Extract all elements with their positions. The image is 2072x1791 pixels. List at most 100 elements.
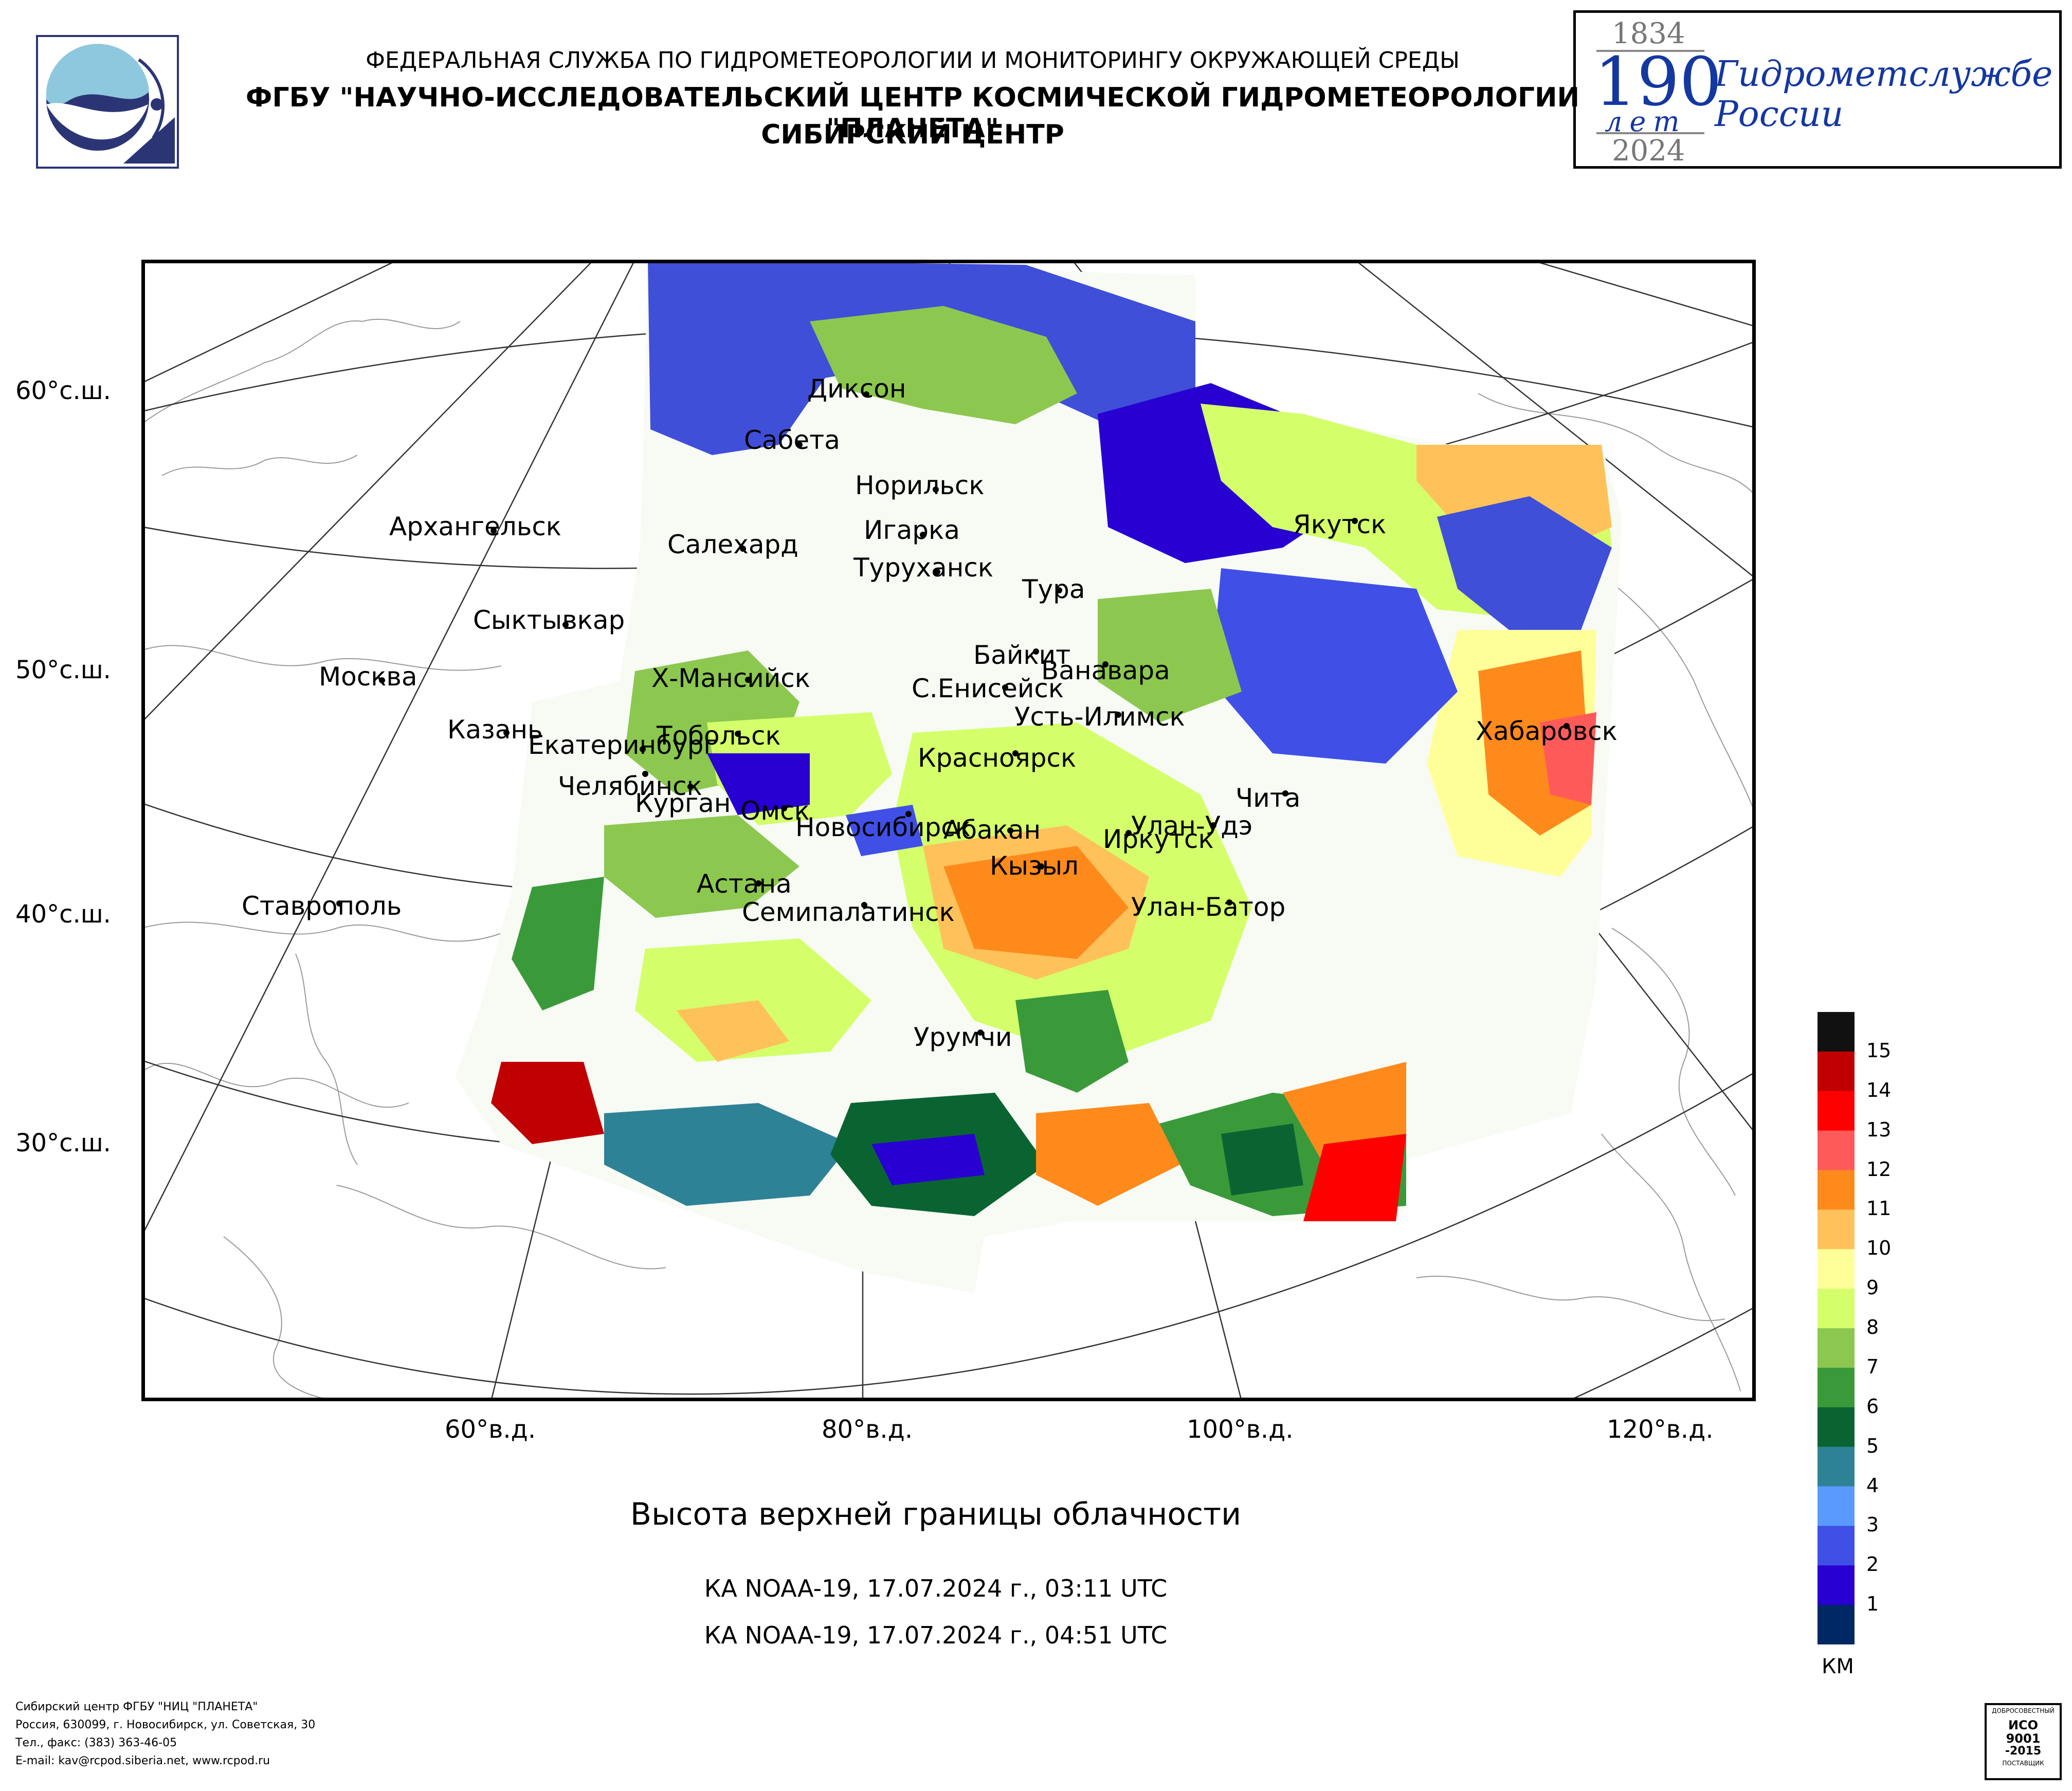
city-label-irkutsk: Иркутск — [1103, 824, 1214, 854]
lon-label-100: 100°в.д. — [1187, 1415, 1294, 1444]
jubilee-text-1: Гидрометслужбе — [1715, 54, 2053, 95]
city-label-s-yeniseysk: С.Енисейск — [912, 674, 1064, 703]
lon-label-120: 120°в.д. — [1607, 1415, 1714, 1444]
city-label-tobolsk: Тобольск — [657, 721, 781, 751]
city-label-ulan-bator: Улан-Батор — [1131, 892, 1286, 922]
legend-label: 11 — [1866, 1197, 1892, 1220]
city-label-tura: Тура — [1022, 574, 1085, 604]
city-label-urumqi: Урумчи — [914, 1022, 1012, 1052]
footer-address: Россия, 630099, г. Новосибирск, ул. Сове… — [15, 1718, 316, 1731]
cloud-swath — [455, 260, 1622, 1293]
legend-swatch — [1817, 1605, 1855, 1645]
city-label-kyzyl: Кызыл — [990, 851, 1079, 881]
city-label-moscow: Москва — [319, 662, 417, 692]
legend-label: 13 — [1866, 1118, 1892, 1141]
header-institute: ФГБУ "НАУЧНО-ИССЛЕДОВАТЕЛЬСКИЙ ЦЕНТР КОС… — [245, 82, 1580, 144]
legend-swatch — [1817, 1170, 1855, 1210]
legend-swatch — [1817, 1526, 1855, 1566]
lon-label-60: 60°в.д. — [445, 1415, 536, 1444]
legend-swatch — [1817, 1446, 1855, 1487]
satellite-pass-2: КА NOAA-19, 17.07.2024 г., 04:51 UTC — [704, 1621, 1168, 1649]
city-label-chelyabinsk: Челябинск — [558, 771, 702, 801]
city-label-ust-ilimsk: Усть-Илимск — [1014, 702, 1185, 732]
jubilee-year-end: 2024 — [1612, 134, 1685, 168]
iso-badge-code: ИСО — [2008, 1718, 2039, 1732]
legend-label: 6 — [1866, 1395, 1879, 1418]
city-label-arkhangelsk: Архангельск — [389, 512, 562, 541]
city-label-khmansiysk: Х-Мансийск — [651, 663, 810, 693]
city-label-igarka: Игарка — [864, 515, 960, 545]
city-label-kazan: Казань — [447, 715, 543, 745]
legend-label: 9 — [1866, 1276, 1879, 1299]
city-label-ulan-ude: Улан-Удэ — [1131, 811, 1253, 841]
lat-label-30: 30°с.ш. — [15, 1129, 111, 1157]
header-center: СИБИРСКИЙ ЦЕНТР — [761, 119, 1064, 150]
legend-label: 5 — [1866, 1434, 1879, 1457]
planeta-logo — [36, 35, 179, 169]
city-label-novosibirsk: Новосибирск — [795, 812, 971, 842]
city-label-vanavara: Ванавара — [1041, 656, 1170, 685]
legend-swatch — [1817, 1249, 1855, 1289]
city-label-syktyvkar: Сыктывкар — [473, 605, 625, 635]
legend-label: 4 — [1866, 1474, 1879, 1497]
legend-label: 10 — [1866, 1237, 1892, 1260]
city-markers — [336, 391, 1570, 1036]
jubilee-year-start: 1834 — [1612, 17, 1685, 50]
footer-email: E-mail: kav@rcpod.siberia.net, www.rcpod… — [15, 1754, 270, 1767]
city-label-stavropol: Ставрополь — [242, 891, 402, 921]
city-label-kurgan: Курган — [635, 788, 731, 818]
lat-label-60: 60°с.ш. — [15, 376, 111, 405]
legend-label: 15 — [1866, 1039, 1892, 1062]
legend-swatch — [1817, 1328, 1855, 1368]
city-label-yakutsk: Якутск — [1293, 510, 1387, 539]
legend-label: 2 — [1866, 1553, 1879, 1576]
legend-swatch — [1817, 1565, 1855, 1605]
legend-swatch — [1817, 1051, 1855, 1092]
satellite-pass-1: КА NOAA-19, 17.07.2024 г., 03:11 UTC — [704, 1575, 1168, 1602]
coastlines — [141, 318, 1756, 1402]
map-panel: Диксон Сабета Норильск Игарка Туруханск … — [89, 259, 1808, 1597]
map-title: Высота верхней границы облачности — [630, 1496, 1242, 1532]
legend-swatch — [1817, 1289, 1855, 1329]
city-label-khabarovsk: Хабаровск — [1476, 716, 1617, 746]
legend-label: 3 — [1866, 1513, 1879, 1536]
jubilee-badge: 1834 190 лет 2024 Гидрометслужбе России — [1573, 10, 2062, 169]
header-agency: ФЕДЕРАЛЬНАЯ СЛУЖБА ПО ГИДРОМЕТЕОРОЛОГИИ … — [366, 47, 1460, 74]
legend-colorbar — [1817, 1012, 1855, 1645]
iso-badge-year: -2015 — [2005, 1745, 2042, 1758]
legend-swatch — [1817, 1407, 1855, 1448]
legend-label: 14 — [1866, 1078, 1892, 1101]
iso-badge-top: ДОБРОСОВЕСТНЫЙ — [1992, 1707, 2055, 1714]
lon-label-80: 80°в.д. — [822, 1415, 913, 1444]
city-label-omsk: Омск — [740, 796, 810, 826]
map-frame — [141, 260, 1756, 1401]
city-label-norilsk: Норильск — [855, 471, 985, 500]
legend-swatch — [1817, 1012, 1855, 1052]
city-label-turukhansk: Туруханск — [853, 553, 994, 583]
city-label-chita: Чита — [1235, 783, 1301, 813]
jubilee-number: 190 — [1594, 43, 1722, 121]
footer-phone: Тел., факс: (383) 363-46-05 — [15, 1736, 177, 1749]
legend-unit: КМ — [1822, 1655, 1854, 1678]
legend-label: 12 — [1866, 1157, 1892, 1181]
jubilee-text-2: России — [1715, 94, 1844, 135]
city-label-astana: Астана — [697, 869, 792, 899]
iso-badge: ДОБРОСОВЕСТНЫЙ ИСО 9001 -2015 ПОСТАВЩИК — [1985, 1703, 2062, 1780]
iso-badge-num: 9001 — [2006, 1731, 2041, 1746]
lat-label-50: 50°с.ш. — [15, 656, 111, 684]
city-label-sabeta: Сабета — [744, 425, 840, 455]
city-label-krasnoyarsk: Красноярск — [918, 743, 1077, 773]
footer-org: Сибирский центр ФГБУ "НИЦ "ПЛАНЕТА" — [15, 1700, 258, 1713]
city-label-dikson: Диксон — [807, 374, 906, 404]
legend-swatch — [1817, 1130, 1855, 1171]
legend-label: 7 — [1866, 1355, 1879, 1378]
city-label-semipalatinsk: Семипалатинск — [742, 897, 955, 927]
legend-swatch — [1817, 1367, 1855, 1408]
city-label-salekhard: Салехард — [667, 530, 798, 559]
legend-swatch — [1817, 1209, 1855, 1250]
legend-label: 8 — [1866, 1316, 1879, 1338]
legend-swatch — [1817, 1091, 1855, 1131]
legend-label: 1 — [1866, 1593, 1879, 1616]
city-label-abakan: Абакан — [943, 815, 1041, 845]
lat-label-40: 40°с.ш. — [15, 900, 111, 929]
